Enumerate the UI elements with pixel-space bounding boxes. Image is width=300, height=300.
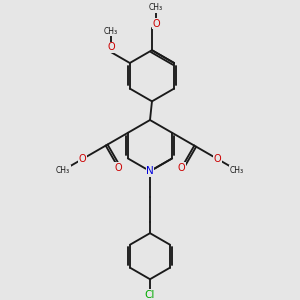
Text: O: O (79, 154, 86, 164)
Text: O: O (152, 19, 160, 28)
Text: O: O (178, 163, 185, 173)
Text: CH₃: CH₃ (56, 166, 70, 175)
Text: CH₃: CH₃ (230, 166, 244, 175)
Text: N: N (146, 166, 154, 176)
Text: O: O (107, 42, 115, 52)
Text: CH₃: CH₃ (104, 27, 118, 36)
Text: O: O (214, 154, 221, 164)
Text: CH₃: CH₃ (149, 3, 163, 12)
Text: O: O (115, 163, 122, 173)
Text: Cl: Cl (145, 290, 155, 300)
